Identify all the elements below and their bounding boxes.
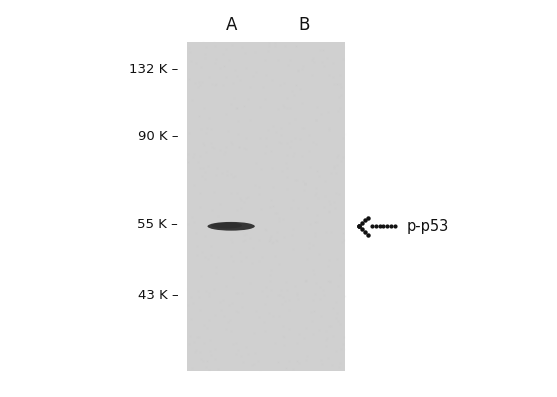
Ellipse shape [211, 222, 242, 229]
Text: A: A [226, 16, 237, 34]
Text: p-p53: p-p53 [407, 219, 449, 234]
Text: 132 K –: 132 K – [129, 63, 178, 76]
Text: 55 K –: 55 K – [138, 218, 178, 231]
Text: 43 K –: 43 K – [138, 289, 178, 302]
Ellipse shape [207, 222, 255, 231]
Text: B: B [298, 16, 309, 34]
Bar [187, 42, 345, 371]
Text: 90 K –: 90 K – [138, 131, 178, 143]
